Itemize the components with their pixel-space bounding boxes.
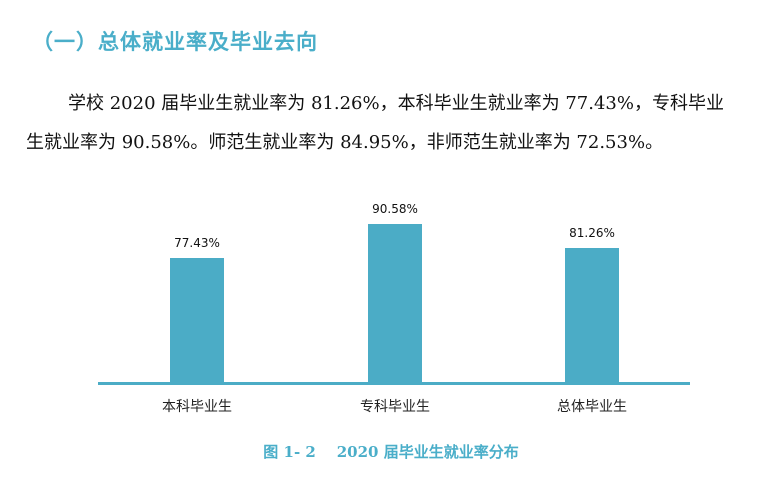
x-axis-line <box>98 382 690 385</box>
summary-paragraph-line-1: 学校 2020 届毕业生就业率为 81.26%，本科毕业生就业率为 77.43%… <box>68 93 724 114</box>
category-label: 专科毕业生 <box>360 399 430 415</box>
category-label: 本科毕业生 <box>162 399 232 415</box>
summary-paragraph-line-2: 生就业率为 90.58%。师范生就业率为 84.95%，非师范生就业率为 72.… <box>26 132 664 153</box>
bar-junior-college <box>368 224 422 383</box>
bar-value-label: 81.26% <box>569 226 615 240</box>
figure-caption: 图 1- 2 2020 届毕业生就业率分布 <box>263 443 519 461</box>
section-title: （一）总体就业率及毕业去向 <box>32 30 318 54</box>
bar-value-label: 77.43% <box>174 236 220 250</box>
bar-overall <box>565 248 619 383</box>
bar-value-label: 90.58% <box>372 202 418 216</box>
category-label: 总体毕业生 <box>557 399 627 415</box>
bar-undergraduate <box>170 258 224 383</box>
